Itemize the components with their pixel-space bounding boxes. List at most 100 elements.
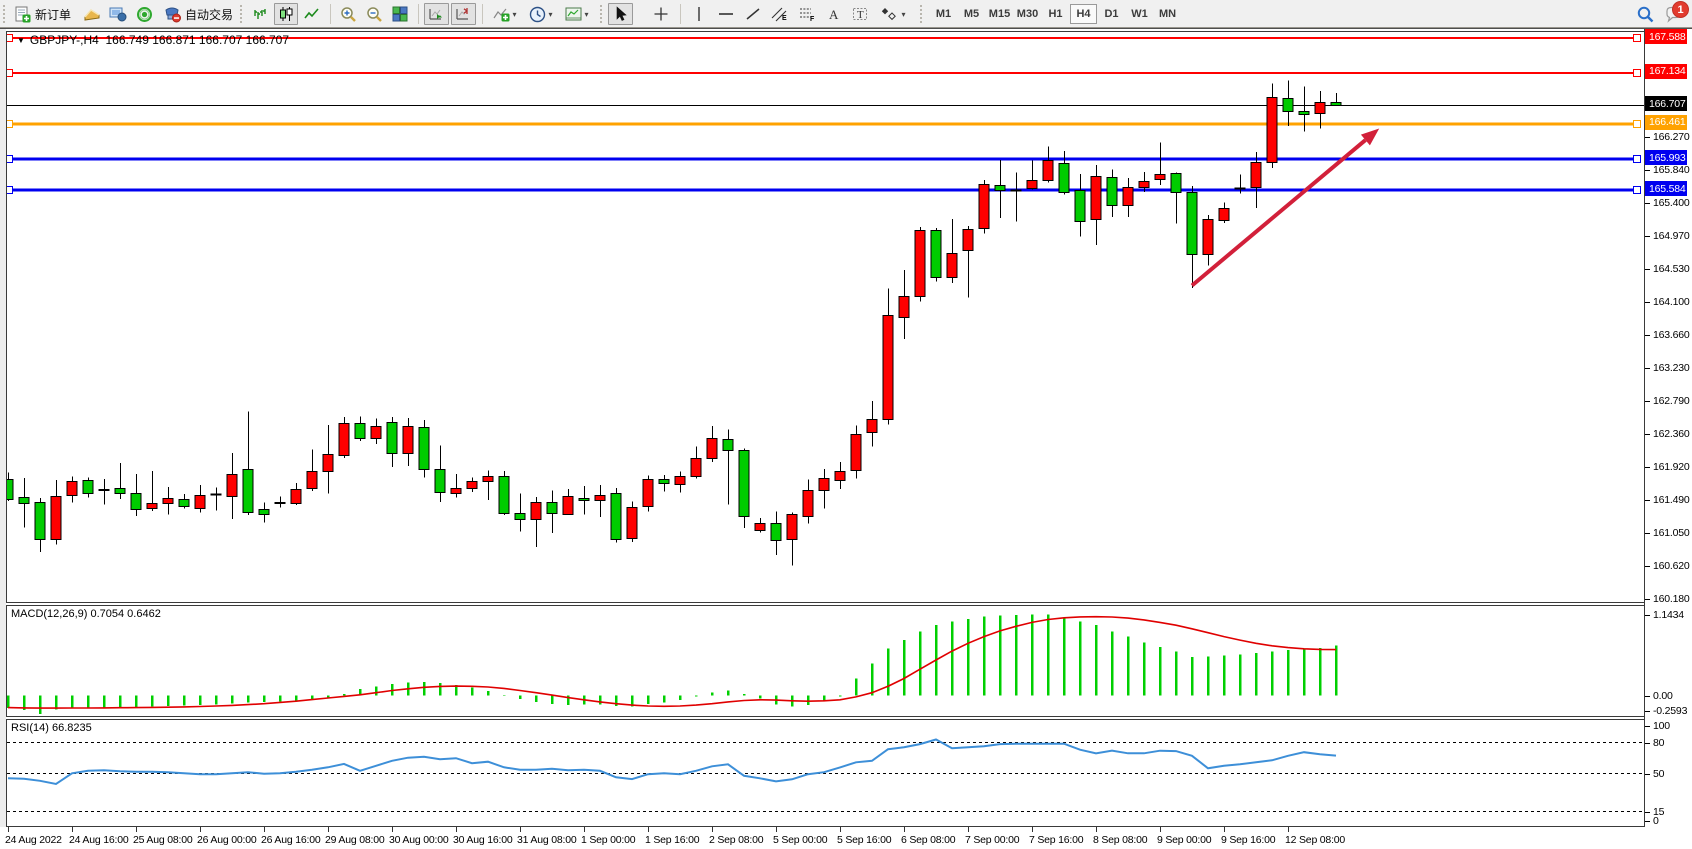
- periods-button[interactable]: ▾: [524, 3, 558, 25]
- timeframe-mn-button[interactable]: MN: [1158, 8, 1177, 20]
- macd-histogram-bar: [983, 616, 986, 696]
- rsi-line: [7, 738, 1337, 786]
- candle-31-Aug-12-00: [530, 497, 542, 548]
- autoscroll-button[interactable]: [424, 3, 449, 25]
- trend-arrow[interactable]: [1190, 138, 1367, 288]
- chart-shift-button[interactable]: [451, 3, 476, 25]
- price-chart-pane[interactable]: ▼ GBPJPY-,H4 166.749 166.871 166.707 166…: [6, 31, 1645, 603]
- line-handle[interactable]: [1632, 119, 1642, 129]
- candle-2-Sep-12-00: [722, 429, 734, 505]
- macd-histogram-bar: [215, 695, 218, 705]
- timeframe-w1-button[interactable]: W1: [1131, 8, 1148, 20]
- candle-9-Sep-04-00: [1170, 172, 1182, 224]
- autotrade-button[interactable]: 自动交易: [158, 3, 238, 25]
- timeframe-m30-button[interactable]: M30: [1016, 8, 1039, 20]
- macd-histogram-bar: [743, 694, 746, 696]
- macd-histogram-bar: [439, 683, 442, 696]
- toolbar-drag-handle[interactable]: [240, 5, 244, 23]
- line-handle[interactable]: [7, 33, 14, 43]
- timeframe-d1-button[interactable]: D1: [1104, 8, 1119, 20]
- line-handle[interactable]: [7, 154, 14, 164]
- toolbar-drag-handle[interactable]: [3, 5, 7, 23]
- zoom-out-button[interactable]: [362, 3, 386, 25]
- line-handle[interactable]: [7, 119, 14, 129]
- line-handle[interactable]: [1632, 68, 1642, 78]
- line-handle[interactable]: [1632, 33, 1642, 43]
- macd-pane[interactable]: MACD(12,26,9) 0.7054 0.6462: [6, 605, 1645, 717]
- tile-windows-button[interactable]: [388, 3, 412, 25]
- macd-histogram-bar: [263, 695, 266, 702]
- candle-31-Aug-16-00: [546, 490, 558, 534]
- rsi-pane[interactable]: RSI(14) 66.8235: [6, 719, 1645, 827]
- axis-tick: [1645, 599, 1650, 601]
- axis-tick: [1645, 401, 1650, 403]
- text-button[interactable]: A: [821, 3, 846, 25]
- toolbar-drag-handle[interactable]: [920, 5, 924, 23]
- symbol-ohlc-text: GBPJPY-,H4 166.749 166.871 166.707 166.7…: [29, 33, 290, 47]
- macd-histogram-bar: [503, 694, 506, 696]
- indicators-button[interactable]: ▾: [488, 3, 522, 25]
- macd-histogram-bar: [199, 695, 202, 706]
- macd-histogram-bar: [183, 695, 186, 706]
- rsi-axis-label: 80: [1653, 736, 1665, 749]
- candle-7-Sep-00-00: [962, 225, 974, 298]
- market-watch-button[interactable]: [80, 3, 104, 25]
- chat-button[interactable]: 1: [1660, 1, 1690, 25]
- toolbar: 新订单: [0, 0, 1692, 28]
- timeframe-m15-button[interactable]: M15: [988, 8, 1011, 20]
- data-window-icon: [109, 7, 127, 22]
- candle-30-Aug-04-00: [402, 418, 414, 467]
- horizontal-line-button[interactable]: [713, 3, 738, 25]
- zoom-in-button[interactable]: [336, 3, 360, 25]
- price-axis[interactable]: 166.270 165.840 165.400 164.970 164.530 164.1…: [1645, 29, 1692, 827]
- chart-bars-button[interactable]: [248, 3, 272, 25]
- horizontal-line-icon: [718, 13, 733, 15]
- text-label-icon: T: [853, 8, 867, 21]
- search-icon: [1637, 6, 1653, 22]
- axis-tick: [1645, 533, 1650, 535]
- new-order-button[interactable]: 新订单: [9, 3, 76, 25]
- trendline-button[interactable]: [740, 3, 765, 25]
- time-tick-label: 24 Aug 2022: [5, 834, 62, 846]
- macd-histogram-bar: [311, 695, 314, 700]
- axis-border-line: [1644, 29, 1645, 827]
- candle-6-Sep-16-00: [930, 227, 942, 282]
- time-axis[interactable]: 24 Aug 2022 24 Aug 16:00 25 Aug 08:00 26 Au…: [0, 827, 1692, 849]
- timeframe-m1-button[interactable]: M1: [935, 8, 952, 20]
- cursor-button[interactable]: [608, 3, 633, 25]
- timeframe-h4-button[interactable]: H4: [1070, 4, 1097, 24]
- channel-button[interactable]: E: [767, 3, 792, 25]
- time-tick-label: 5 Sep 16:00: [837, 834, 892, 846]
- toolbar-drag-handle[interactable]: [600, 5, 604, 23]
- templates-button[interactable]: ▾: [560, 3, 594, 25]
- signals-icon: [136, 6, 152, 22]
- tile-windows-icon: [392, 6, 408, 22]
- zoom-in-icon: [340, 6, 356, 22]
- line-handle[interactable]: [1632, 154, 1642, 164]
- text-label-button[interactable]: T: [848, 3, 873, 25]
- line-handle[interactable]: [7, 185, 14, 195]
- candle-25-Aug-16-00: [162, 486, 174, 515]
- candle-29-Aug-16-00: [354, 416, 366, 441]
- search-button[interactable]: [1634, 3, 1656, 25]
- chart-line-button[interactable]: [300, 3, 324, 25]
- shapes-button[interactable]: ▾: [875, 3, 911, 25]
- time-tick-label: 29 Aug 08:00: [325, 834, 385, 846]
- candle-30-Aug-00-00: [386, 417, 398, 468]
- crosshair-button[interactable]: [648, 3, 673, 25]
- timeframe-h1-button[interactable]: H1: [1048, 8, 1063, 20]
- line-handle[interactable]: [1632, 185, 1642, 195]
- signals-button[interactable]: [132, 3, 156, 25]
- vertical-line-button[interactable]: [686, 3, 711, 25]
- data-window-button[interactable]: [106, 3, 130, 25]
- candlestick-chart[interactable]: [7, 32, 1644, 602]
- macd-histogram-bar: [327, 695, 330, 699]
- line-handle[interactable]: [7, 68, 14, 78]
- candle-5-Sep-20-00: [850, 425, 862, 479]
- candle-7-Sep-12-00: [1010, 172, 1022, 222]
- macd-histogram-bar: [1191, 657, 1194, 696]
- timeframe-m5-button[interactable]: M5: [963, 8, 980, 20]
- chart-candles-button[interactable]: [274, 3, 298, 25]
- price-tick-label: 166.270: [1653, 131, 1690, 144]
- fibonacci-button[interactable]: F: [794, 3, 819, 25]
